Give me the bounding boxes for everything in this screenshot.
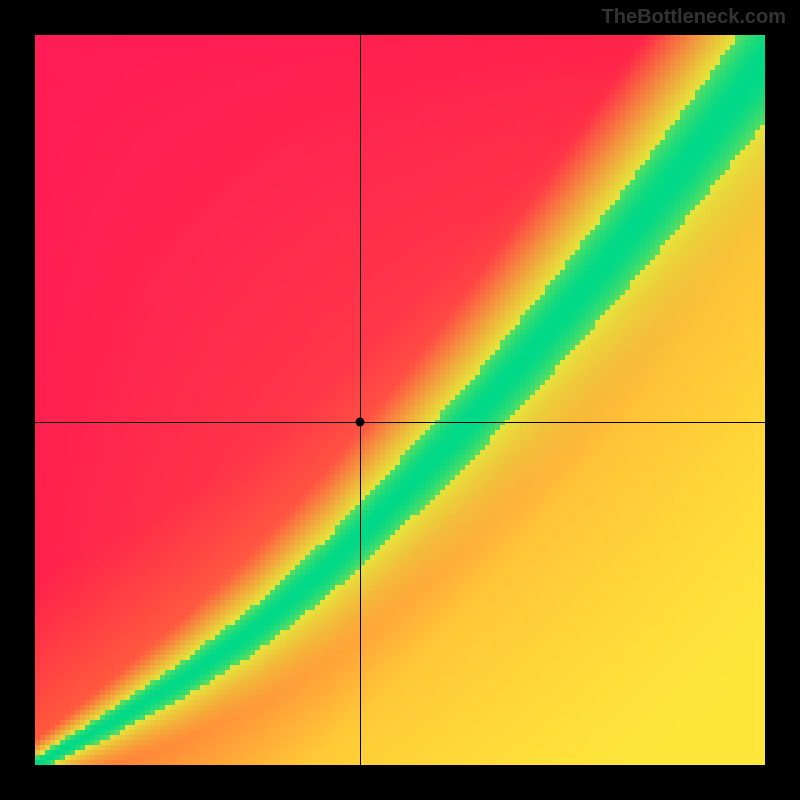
crosshair-vertical xyxy=(360,35,361,765)
data-point-marker xyxy=(355,417,364,426)
plot-area xyxy=(35,35,765,765)
heatmap-canvas xyxy=(35,35,765,765)
chart-container: TheBottleneck.com xyxy=(0,0,800,800)
watermark-text: TheBottleneck.com xyxy=(602,6,786,29)
crosshair-horizontal xyxy=(35,422,765,423)
